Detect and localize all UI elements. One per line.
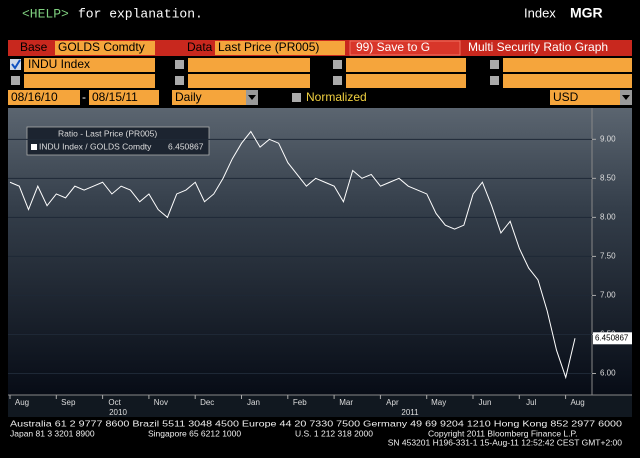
last-value-label: 6.450867 <box>595 333 629 342</box>
x-tick-label: Jan <box>247 398 260 407</box>
legend <box>26 126 210 156</box>
start-date-field[interactable] <box>8 90 80 105</box>
function-name: Index <box>524 5 556 20</box>
checkbox[interactable] <box>490 60 499 69</box>
y-tick-label: 7.00 <box>600 291 616 300</box>
footer-line: Japan 81 3 3201 8900 <box>10 428 95 438</box>
end-date: 08/15/11 <box>92 90 138 104</box>
date-separator: - <box>82 90 86 104</box>
help-text: for explanation. <box>78 6 203 21</box>
period: Daily <box>175 90 202 104</box>
data-field[interactable] <box>215 41 345 55</box>
x-tick-label: Dec <box>200 398 214 407</box>
start-date: 08/16/10 <box>11 90 58 104</box>
legend-last-value: 6.450867 <box>168 141 204 151</box>
x-axis-area <box>8 395 632 417</box>
x-tick-label: Nov <box>154 398 168 407</box>
legend-entry: INDU Index / GOLDS Comdty <box>39 141 152 151</box>
period-field[interactable] <box>172 90 246 105</box>
security-value: INDU Index <box>28 57 90 71</box>
y-tick-label: 6.00 <box>600 369 616 378</box>
security-field[interactable] <box>503 58 632 72</box>
security-field[interactable] <box>188 74 310 88</box>
footer-line: Singapore 65 6212 1000 <box>148 428 241 438</box>
footer-line: U.S. 1 212 318 2000 <box>295 428 373 438</box>
security-field[interactable] <box>188 58 310 72</box>
currency: USD <box>553 90 579 104</box>
help-key[interactable]: <HELP> <box>22 6 69 21</box>
dropdown-arrow <box>622 95 630 100</box>
x-tick-label: Apr <box>386 398 399 407</box>
year-label: 2011 <box>401 408 419 417</box>
normalized-label: Normalized <box>306 90 367 104</box>
security-field[interactable] <box>24 74 155 88</box>
x-tick-label: Oct <box>108 398 121 407</box>
checkbox[interactable] <box>11 76 20 85</box>
function-code: MGR <box>570 5 603 21</box>
y-tick-label: 7.50 <box>600 252 616 261</box>
security-field[interactable] <box>346 58 466 72</box>
data-label: Data <box>187 40 213 54</box>
y-tick-label: 8.50 <box>600 173 616 182</box>
screen-title: Multi Security Ratio Graph <box>468 40 608 54</box>
base-field[interactable] <box>55 41 155 55</box>
x-tick-label: Aug <box>570 398 584 407</box>
legend-swatch <box>31 144 37 150</box>
security-field[interactable] <box>24 58 155 72</box>
dropdown-arrow <box>248 95 256 100</box>
end-date-field[interactable] <box>89 90 159 105</box>
base-label: Base <box>20 40 48 54</box>
footer-line: Australia 61 2 9777 8600 Brazil 5511 304… <box>10 418 622 428</box>
y-tick-label: 9.00 <box>600 134 616 143</box>
security-field[interactable] <box>503 74 632 88</box>
save-button[interactable] <box>349 40 461 56</box>
base-value: GOLDS Comdty <box>58 40 145 54</box>
data-value: Last Price (PR005) <box>218 40 319 54</box>
line-series <box>9 130 576 380</box>
save-button-label: 99) Save to G <box>356 40 430 54</box>
security-grid: INDU Index <box>10 57 632 88</box>
x-tick-label: Sep <box>61 398 76 407</box>
x-tick-label: Mar <box>339 398 353 407</box>
checkbox[interactable] <box>333 60 342 69</box>
security-field[interactable] <box>346 74 466 88</box>
x-tick-label: Jul <box>526 398 536 407</box>
checkbox[interactable] <box>175 60 184 69</box>
x-tick-label: Jun <box>479 398 492 407</box>
footer-line: Copyright 2011 Bloomberg Finance L.P. <box>428 428 577 438</box>
x-tick-label: Aug <box>15 398 29 407</box>
last-value-box <box>593 332 632 345</box>
legend-title: Ratio - Last Price (PR005) <box>58 128 157 138</box>
checkbox[interactable] <box>490 76 499 85</box>
plot-area <box>8 108 632 395</box>
footer-line: SN 453201 H196-331-1 15-Aug-11 12:52:42 … <box>388 437 623 447</box>
checkbox[interactable] <box>333 76 342 85</box>
year-label: 2010 <box>109 408 127 417</box>
currency-field[interactable] <box>550 90 620 105</box>
check-icon <box>11 59 21 70</box>
x-tick-label: Feb <box>293 398 307 407</box>
x-tick-label: May <box>431 398 446 407</box>
checkbox[interactable] <box>175 76 184 85</box>
checkbox[interactable] <box>292 93 301 102</box>
checkbox[interactable] <box>10 59 21 70</box>
y-tick-label: 8.00 <box>600 212 616 221</box>
